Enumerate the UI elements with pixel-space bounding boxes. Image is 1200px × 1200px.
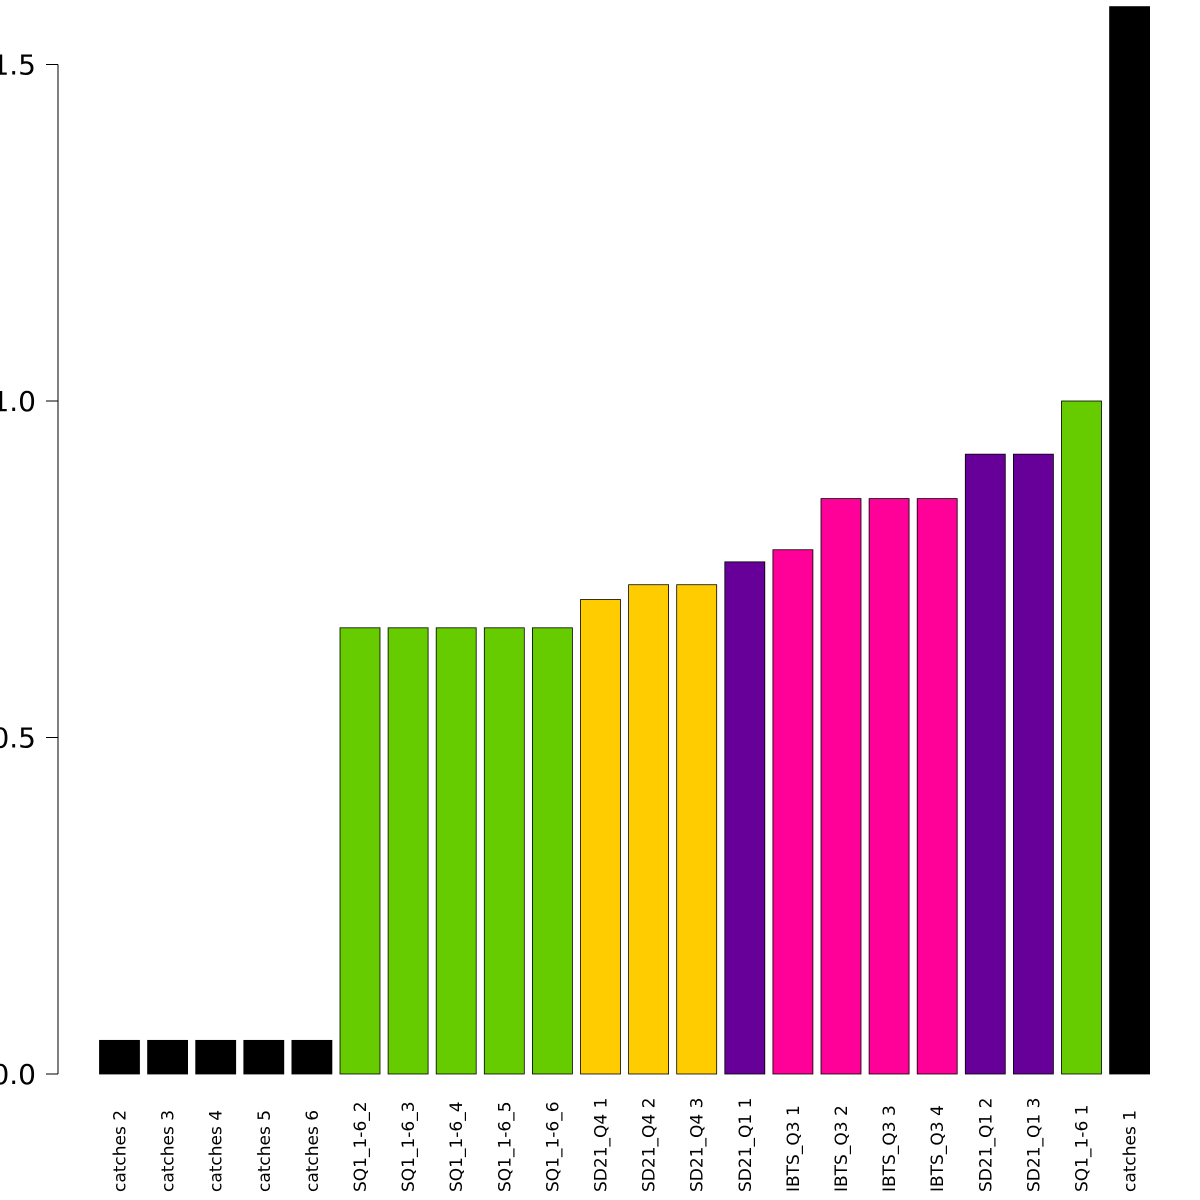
bar [1013, 453, 1054, 1075]
x-tick-label: SQ1_1-6_4 [447, 1101, 467, 1192]
y-tick-label: 0.5 [0, 722, 36, 755]
x-tick-label: SQ1_1-6_6 [543, 1101, 563, 1192]
bar [580, 599, 621, 1075]
x-tick-label: SQ1_1-6_3 [399, 1101, 419, 1192]
bar [483, 627, 525, 1075]
bar [628, 584, 669, 1075]
bar [243, 1039, 285, 1075]
x-tick-label: IBTS_Q3 1 [784, 1105, 804, 1192]
bar [724, 561, 766, 1075]
x-tick-label: catches 6 [303, 1110, 323, 1192]
bar [339, 627, 381, 1075]
bar [772, 549, 814, 1075]
x-tick-label: catches 2 [111, 1110, 131, 1192]
x-tick-label: catches 4 [207, 1110, 227, 1192]
x-tick-label: SD21_Q1 2 [976, 1098, 996, 1192]
bar [99, 1039, 140, 1075]
x-tick-label: IBTS_Q3 4 [928, 1105, 948, 1192]
y-tick-label: 1.5 [0, 49, 36, 82]
x-tick-label: SD21_Q4 3 [688, 1098, 708, 1192]
x-tick-label: SQ1_1-6 1 [1073, 1105, 1093, 1192]
x-tick-label: catches 5 [255, 1110, 275, 1192]
bar [147, 1039, 189, 1075]
bars [99, 6, 1150, 1075]
bar [195, 1039, 237, 1075]
bar [964, 453, 1006, 1075]
x-axis-labels: catches 2 catches 3 catches 4 catches 5 catc… [111, 1098, 1141, 1192]
x-tick-label: catches 3 [159, 1110, 179, 1192]
x-tick-label: SQ1_1-6_2 [351, 1101, 371, 1192]
x-tick-label: IBTS_Q3 3 [880, 1105, 900, 1192]
bar [387, 627, 429, 1075]
x-tick-label: catches 1 [1121, 1110, 1141, 1192]
y-tick-label: 0.0 [0, 1058, 36, 1091]
bar [820, 498, 862, 1075]
bar [676, 584, 718, 1075]
bar [916, 498, 958, 1075]
bar [291, 1039, 333, 1075]
bar [868, 498, 910, 1075]
x-tick-label: SD21_Q4 2 [640, 1098, 660, 1192]
x-tick-label: SQ1_1-6_5 [495, 1101, 515, 1192]
bar [532, 627, 573, 1075]
x-tick-label: IBTS_Q3 2 [832, 1105, 852, 1192]
x-tick-label: SD21_Q1 3 [1024, 1098, 1044, 1192]
y-axis: 0.0 0.5 1.0 1.5 [0, 49, 59, 1091]
x-tick-label: SD21_Q1 1 [736, 1098, 756, 1192]
bar [435, 627, 477, 1075]
bar [1061, 400, 1102, 1075]
y-tick-label: 1.0 [0, 385, 36, 418]
x-tick-label: SD21_Q4 1 [592, 1098, 612, 1192]
bar [1109, 6, 1150, 1075]
